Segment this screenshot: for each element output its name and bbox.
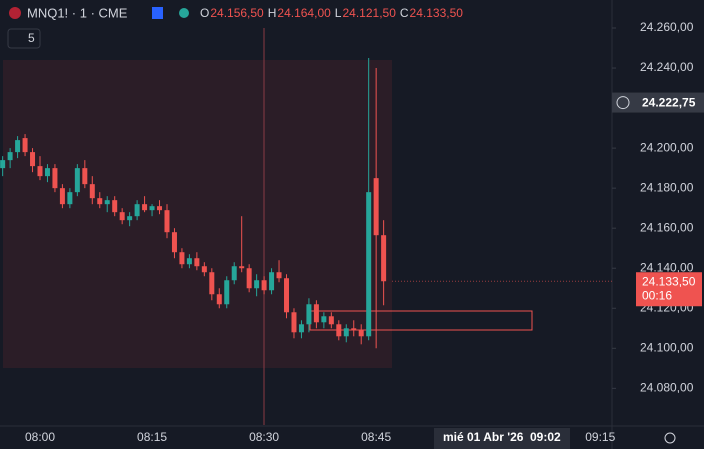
candle-body bbox=[142, 204, 148, 211]
candle-body bbox=[37, 166, 43, 177]
range-box bbox=[3, 60, 392, 368]
flag-tag[interactable] bbox=[152, 7, 163, 19]
candle-body bbox=[74, 168, 80, 193]
indicator-toggle[interactable] bbox=[7, 28, 41, 49]
y-tick-label: 24.200,00 bbox=[640, 140, 694, 154]
crosshair-time-box bbox=[434, 428, 570, 449]
ohlc-value: 24.133,50 bbox=[410, 6, 464, 20]
countdown: 00:16 bbox=[642, 288, 672, 302]
candle-body bbox=[127, 216, 133, 221]
symbol: MNQ1! · 1 · CME bbox=[27, 5, 128, 20]
ohlc-value: 24.156,50 bbox=[210, 6, 264, 20]
candle-body bbox=[254, 280, 260, 289]
x-tick-label: 08:30 bbox=[249, 430, 279, 444]
candle-body bbox=[134, 204, 140, 217]
crosshair-price-label: 24.222,75 bbox=[642, 96, 696, 110]
indicator-count[interactable]: 5 bbox=[28, 31, 35, 45]
candle-body bbox=[52, 168, 58, 189]
candle-body bbox=[336, 324, 342, 337]
candle-body bbox=[366, 192, 372, 337]
candle-body bbox=[149, 206, 155, 211]
candle-body bbox=[351, 328, 357, 331]
candle-body bbox=[67, 192, 73, 205]
ohlc-label: L bbox=[335, 6, 342, 20]
candle-body bbox=[7, 152, 13, 161]
candle-body bbox=[239, 266, 245, 269]
ohlc-label: O bbox=[200, 6, 209, 20]
y-tick-label: 24.240,00 bbox=[640, 60, 694, 74]
crosshair-price-box bbox=[612, 92, 704, 113]
candle-body bbox=[201, 266, 207, 273]
candle-body bbox=[22, 138, 28, 153]
x-tick-label: 08:00 bbox=[25, 430, 55, 444]
y-tick-label: 24.080,00 bbox=[640, 381, 694, 395]
crosshair-time: 09:02 bbox=[530, 430, 561, 444]
y-tick-label: 24.180,00 bbox=[640, 180, 694, 194]
plus-icon bbox=[616, 96, 630, 110]
candle-body bbox=[82, 168, 88, 185]
candle-body bbox=[119, 212, 125, 221]
candle-body bbox=[261, 280, 267, 291]
candle-body bbox=[157, 206, 163, 211]
candle-body bbox=[104, 200, 110, 205]
candle-body bbox=[15, 140, 21, 153]
last-price-label: 24.133,50 bbox=[642, 274, 696, 288]
flag-icon bbox=[9, 7, 21, 19]
x-tick-label: 08:45 bbox=[361, 430, 391, 444]
candle-body bbox=[97, 198, 103, 205]
candle-body bbox=[328, 316, 334, 325]
candle-body bbox=[112, 200, 118, 213]
candle-body bbox=[171, 232, 177, 253]
y-tick-label: 24.140,00 bbox=[640, 260, 694, 274]
candle-body bbox=[373, 178, 379, 236]
candle-body bbox=[164, 210, 170, 233]
candle-body bbox=[358, 330, 364, 337]
settings-icon[interactable] bbox=[664, 432, 676, 444]
candle-body bbox=[298, 324, 304, 333]
candle-body bbox=[246, 268, 252, 289]
candle-body bbox=[224, 280, 230, 305]
y-tick-label: 24.100,00 bbox=[640, 340, 694, 354]
crosshair-date: mié 01 Abr '26 bbox=[443, 430, 524, 444]
ohlc-value: 24.121,50 bbox=[342, 6, 396, 20]
candle-body bbox=[231, 266, 237, 281]
candle-body bbox=[291, 312, 297, 333]
candle-body bbox=[209, 272, 215, 295]
candle-body bbox=[284, 278, 290, 313]
candle-body bbox=[321, 316, 327, 323]
x-tick-label: 09:15 bbox=[585, 430, 615, 444]
candle-body bbox=[216, 294, 222, 305]
candle-body bbox=[381, 235, 387, 282]
candle-body bbox=[89, 184, 95, 199]
candle-body bbox=[0, 160, 6, 169]
status-dot bbox=[179, 8, 189, 18]
y-tick-label: 24.260,00 bbox=[640, 20, 694, 34]
ohlc-value: 24.164,00 bbox=[277, 6, 331, 20]
candle-body bbox=[276, 272, 282, 279]
y-tick-label: 24.160,00 bbox=[640, 220, 694, 234]
candle-body bbox=[269, 272, 275, 291]
ohlc-label: C bbox=[400, 6, 409, 20]
candle-body bbox=[30, 152, 36, 167]
candle-body bbox=[313, 304, 319, 323]
candle-body bbox=[306, 304, 312, 325]
candle-body bbox=[59, 188, 65, 205]
candle-body bbox=[179, 252, 185, 265]
candle-body bbox=[186, 258, 192, 265]
x-tick-label: 08:15 bbox=[137, 430, 167, 444]
last-price-box bbox=[636, 272, 702, 307]
ohlc-label: H bbox=[268, 6, 277, 20]
candle-body bbox=[44, 168, 50, 177]
candle-body bbox=[343, 328, 349, 337]
candle-body bbox=[194, 258, 200, 267]
